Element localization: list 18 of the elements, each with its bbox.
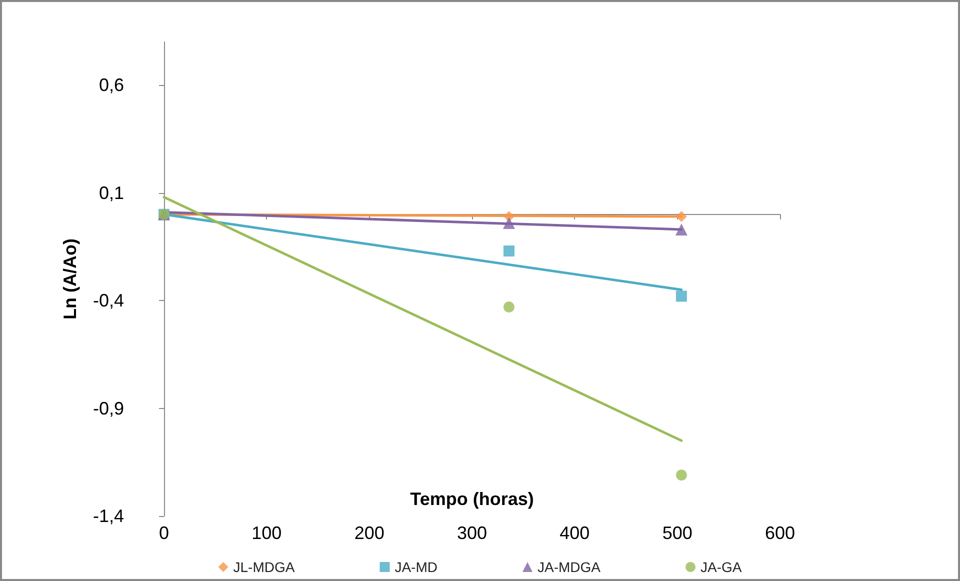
y-tick-label: -0,4 — [92, 290, 124, 311]
y-tick-label: 0,1 — [98, 182, 124, 203]
x-tick-label: 200 — [354, 523, 384, 543]
x-tick-label: 300 — [456, 523, 488, 543]
x-axis-title: Tempo (horas) — [410, 489, 534, 509]
x-tick-label: 600 — [764, 523, 796, 543]
x-tick-label: 0 — [158, 523, 170, 543]
y-tick-label: -0,9 — [92, 398, 124, 418]
y-axis-title: Ln (A/Ao) — [60, 238, 80, 320]
legend-label: JA-MDGA — [537, 559, 602, 575]
legend-label: JA-MD — [394, 559, 438, 575]
x-tick-label: 400 — [560, 523, 590, 543]
legend-label: JA-GA — [700, 559, 742, 575]
legend-label: JL-MDGA — [233, 559, 296, 575]
x-tick-label: 100 — [252, 523, 282, 543]
x-tick-label: 500 — [662, 523, 692, 543]
y-tick-label: -1,4 — [92, 506, 124, 526]
y-tick-label: 0,6 — [98, 75, 124, 96]
